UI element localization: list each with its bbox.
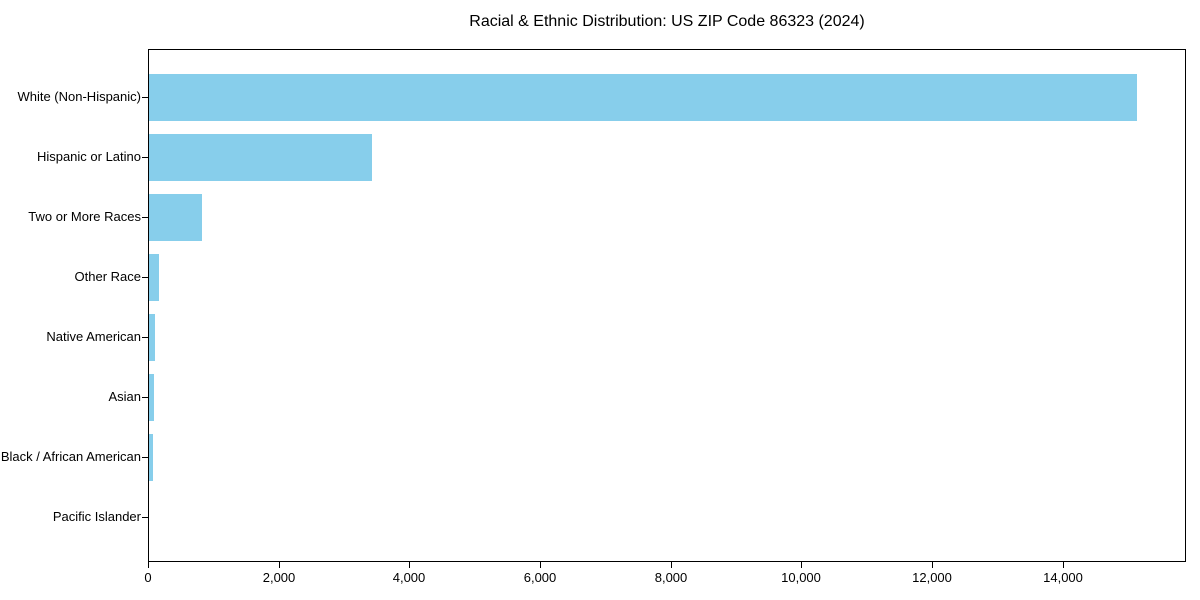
x-axis-tick-label: 2,000	[262, 570, 296, 585]
x-axis-tick-label: 6,000	[523, 570, 557, 585]
x-axis-tick-label: 8,000	[654, 570, 688, 585]
x-axis-tick-label: 0	[144, 570, 152, 585]
bar	[149, 193, 202, 241]
x-axis-tick	[671, 562, 672, 568]
x-axis-tick-label: 10,000	[781, 570, 821, 585]
y-axis-tick	[142, 277, 148, 278]
x-axis-tick-label: 12,000	[912, 570, 952, 585]
y-axis-label: White (Non-Hispanic)	[17, 89, 141, 104]
x-axis-tick	[801, 562, 802, 568]
y-axis-tick	[142, 457, 148, 458]
y-axis-label: Other Race	[74, 269, 141, 284]
bar	[149, 133, 372, 181]
bar	[149, 253, 159, 301]
y-axis-label: Native American	[46, 329, 141, 344]
bar	[149, 433, 153, 481]
x-axis-tick	[409, 562, 410, 568]
chart-title: Racial & Ethnic Distribution: US ZIP Cod…	[469, 13, 865, 30]
y-axis-tick	[142, 397, 148, 398]
bar	[149, 73, 1137, 121]
y-axis-tick	[142, 97, 148, 98]
y-axis-label: Hispanic or Latino	[36, 149, 141, 164]
y-axis-label: Two or More Races	[28, 209, 141, 224]
y-axis-label: Pacific Islander	[52, 509, 141, 524]
y-axis-label: Black / African American	[0, 449, 141, 464]
y-axis-tick	[142, 217, 148, 218]
y-axis-tick	[142, 337, 148, 338]
x-axis-tick-label: 14,000	[1043, 570, 1083, 585]
bar	[149, 373, 154, 421]
y-axis-label: Asian	[108, 389, 141, 404]
plot-area	[148, 49, 1186, 562]
x-axis-tick	[148, 562, 149, 568]
y-axis-tick	[142, 517, 148, 518]
bar	[149, 313, 155, 361]
x-axis-tick	[1063, 562, 1064, 568]
y-axis-tick	[142, 157, 148, 158]
x-axis-tick-label: 4,000	[392, 570, 426, 585]
x-axis-tick	[540, 562, 541, 568]
x-axis-tick	[279, 562, 280, 568]
x-axis-tick	[932, 562, 933, 568]
